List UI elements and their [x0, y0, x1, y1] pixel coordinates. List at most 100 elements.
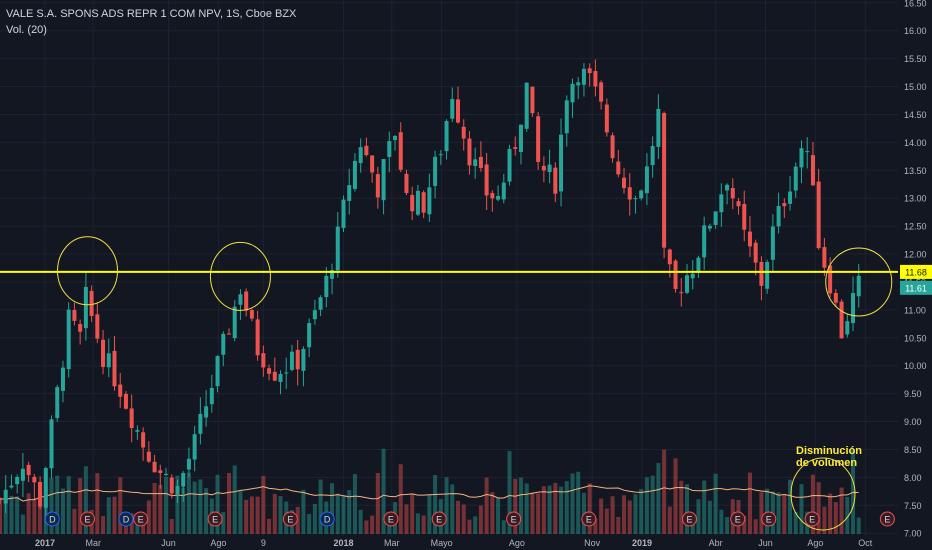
candle-body[interactable] [209, 387, 214, 405]
candle-body[interactable] [776, 206, 781, 227]
candle-body[interactable] [593, 70, 598, 87]
candle-body[interactable] [123, 393, 128, 409]
candle-body[interactable] [255, 319, 260, 356]
candle-body[interactable] [181, 472, 186, 487]
candle-body[interactable] [513, 147, 518, 149]
candle-body[interactable] [415, 190, 420, 215]
candle-body[interactable] [129, 408, 134, 428]
candle-body[interactable] [38, 481, 43, 507]
candle-body[interactable] [507, 148, 512, 182]
candle-body[interactable] [707, 225, 712, 229]
candle-body[interactable] [547, 164, 552, 173]
candle-body[interactable] [770, 226, 775, 260]
candle-body[interactable] [473, 159, 478, 166]
candle-body[interactable] [622, 177, 627, 189]
candle-body[interactable] [352, 160, 357, 189]
candle-body[interactable] [524, 82, 529, 129]
candle-body[interactable] [570, 83, 575, 103]
candle-body[interactable] [822, 247, 827, 268]
candle-body[interactable] [83, 286, 88, 329]
candle-body[interactable] [610, 135, 615, 159]
candle-body[interactable] [765, 262, 770, 289]
earnings-marker[interactable] [879, 511, 895, 527]
earnings-marker[interactable] [133, 511, 149, 527]
dividend-marker[interactable] [319, 511, 335, 527]
candle-body[interactable] [330, 269, 335, 279]
candle-body[interactable] [599, 82, 604, 102]
candle-body[interactable] [141, 432, 146, 448]
candle-body[interactable] [387, 141, 392, 157]
candle-body[interactable] [450, 99, 455, 119]
candle-body[interactable] [0, 499, 3, 501]
candle-body[interactable] [261, 353, 266, 368]
candle-body[interactable] [444, 121, 449, 152]
candle-body[interactable] [49, 419, 54, 469]
candle-body[interactable] [238, 294, 243, 305]
candle-body[interactable] [324, 275, 329, 298]
candle-body[interactable] [581, 68, 586, 85]
candle-body[interactable] [175, 486, 180, 494]
candle-body[interactable] [810, 155, 815, 186]
candle-body[interactable] [690, 273, 695, 279]
candle-body[interactable] [496, 195, 501, 200]
candle-body[interactable] [799, 148, 804, 168]
dividend-marker[interactable] [118, 511, 134, 527]
candle-body[interactable] [501, 182, 506, 200]
candle-body[interactable] [828, 265, 833, 294]
earnings-marker[interactable] [80, 511, 96, 527]
candle-body[interactable] [696, 257, 701, 273]
candle-body[interactable] [461, 126, 466, 139]
candle-body[interactable] [490, 193, 495, 199]
candle-body[interactable] [433, 156, 438, 186]
candle-body[interactable] [267, 368, 272, 374]
candle-body[interactable] [226, 333, 232, 335]
candle-body[interactable] [135, 430, 140, 432]
candle-body[interactable] [26, 464, 31, 476]
candle-body[interactable] [816, 181, 821, 249]
candle-body[interactable] [736, 201, 741, 207]
candle-body[interactable] [553, 167, 558, 194]
candle-body[interactable] [358, 147, 363, 164]
candle-body[interactable] [192, 434, 197, 460]
candle-body[interactable] [289, 351, 294, 370]
candle-body[interactable] [146, 451, 151, 462]
candle-body[interactable] [559, 134, 564, 192]
candle-body[interactable] [215, 356, 220, 387]
earnings-marker[interactable] [730, 511, 746, 527]
candle-body[interactable] [564, 100, 569, 134]
candle-body[interactable] [341, 199, 346, 228]
candle-body[interactable] [805, 151, 810, 153]
earnings-marker[interactable] [681, 511, 697, 527]
candle-body[interactable] [106, 353, 111, 368]
candle-body[interactable] [118, 384, 123, 397]
candle-body[interactable] [158, 470, 163, 474]
candle-body[interactable] [244, 291, 249, 311]
candle-body[interactable] [684, 275, 689, 293]
candle-body[interactable] [364, 145, 369, 156]
candle-body[interactable] [713, 211, 718, 225]
candle-body[interactable] [89, 290, 94, 316]
candle-body[interactable] [427, 187, 432, 215]
candle-body[interactable] [404, 173, 409, 194]
candle-body[interactable] [198, 413, 203, 434]
candle-body[interactable] [15, 477, 20, 485]
symbol-title[interactable]: VALE S.A. SPONS ADS REPR 1 COM NPV, 1S, … [6, 8, 297, 20]
candle-body[interactable] [421, 192, 426, 213]
candle-body[interactable] [3, 489, 8, 504]
earnings-marker[interactable] [804, 511, 820, 527]
candle-body[interactable] [633, 198, 638, 200]
earnings-marker[interactable] [383, 511, 399, 527]
candle-body[interactable] [576, 82, 581, 86]
candle-body[interactable] [856, 275, 861, 297]
candle-body[interactable] [66, 309, 71, 370]
candle-body[interactable] [78, 323, 83, 332]
candle-body[interactable] [702, 225, 707, 258]
candle-body[interactable] [347, 185, 352, 201]
candle-body[interactable] [616, 161, 621, 175]
candle-body[interactable] [221, 333, 226, 355]
candle-body[interactable] [438, 154, 443, 156]
dividend-marker[interactable] [44, 511, 60, 527]
candle-body[interactable] [656, 108, 661, 147]
candle-body[interactable] [55, 387, 60, 419]
